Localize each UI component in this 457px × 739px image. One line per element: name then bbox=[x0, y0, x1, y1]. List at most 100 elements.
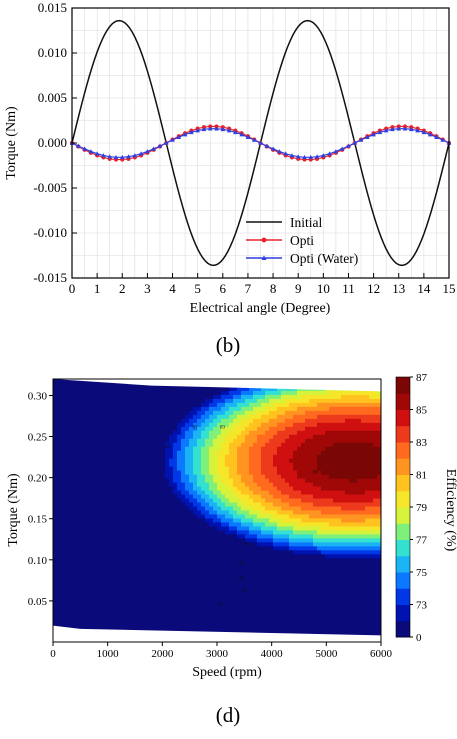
contour-cell bbox=[93, 586, 98, 591]
contour-cell bbox=[289, 574, 294, 579]
contour-cell bbox=[149, 558, 154, 563]
contour-cell bbox=[157, 590, 162, 595]
contour-cell bbox=[101, 610, 106, 615]
contour-cell bbox=[113, 606, 118, 611]
contour-cell bbox=[237, 562, 242, 567]
contour-cell bbox=[213, 474, 218, 480]
data-point bbox=[321, 153, 326, 158]
contour-cell bbox=[325, 554, 330, 559]
contour-cell bbox=[197, 574, 202, 579]
contour-cell bbox=[153, 514, 158, 520]
contour-cell bbox=[109, 626, 114, 631]
contour-cell bbox=[109, 602, 114, 607]
contour-cell bbox=[141, 382, 146, 388]
contour-cell bbox=[53, 598, 58, 603]
contour-cell bbox=[125, 386, 130, 392]
contour-cell bbox=[85, 622, 90, 627]
contour-cell bbox=[65, 482, 70, 488]
contour-cell bbox=[305, 490, 310, 496]
contour-cell bbox=[153, 594, 158, 599]
contour-cell bbox=[225, 470, 230, 476]
contour-cell bbox=[237, 426, 242, 432]
data-point bbox=[251, 137, 257, 142]
contour-cell bbox=[317, 622, 322, 627]
contour-cell bbox=[193, 590, 198, 595]
contour-cell bbox=[233, 590, 238, 595]
contour-cell bbox=[261, 566, 266, 571]
contour-cell bbox=[61, 470, 66, 476]
contour-cell bbox=[309, 554, 314, 559]
contour-cell bbox=[305, 566, 310, 571]
data-point bbox=[402, 126, 408, 131]
contour-cell bbox=[145, 538, 150, 543]
contour-cell bbox=[281, 414, 286, 420]
contour-cell bbox=[245, 614, 250, 619]
contour-cell bbox=[281, 614, 286, 619]
contour-cell bbox=[81, 466, 86, 472]
contour-cell bbox=[165, 386, 170, 392]
contour-cell bbox=[229, 490, 234, 496]
contour-cell bbox=[153, 582, 158, 587]
contour-cell bbox=[241, 502, 246, 508]
contour-cell bbox=[73, 450, 78, 456]
contour-cell bbox=[153, 546, 158, 551]
contour-cell bbox=[201, 466, 206, 472]
contour-cell bbox=[293, 498, 298, 504]
contour-cell bbox=[317, 394, 322, 400]
contour-cell bbox=[241, 514, 246, 520]
contour-cell bbox=[137, 562, 142, 567]
contour-cell bbox=[245, 482, 250, 488]
contour-cell bbox=[141, 546, 146, 551]
contour-cell bbox=[117, 606, 122, 611]
contour-cell bbox=[205, 394, 210, 400]
contour-cell bbox=[125, 590, 130, 595]
contour-cell bbox=[289, 390, 294, 396]
contour-cell bbox=[137, 458, 142, 464]
contour-cell bbox=[245, 394, 250, 400]
x-tick-label: 4 bbox=[169, 281, 176, 296]
contour-cell bbox=[237, 490, 242, 496]
contour-cell bbox=[329, 462, 334, 468]
contour-cell bbox=[293, 474, 298, 480]
contour-cell bbox=[97, 602, 102, 607]
contour-cell bbox=[313, 470, 318, 476]
contour-cell bbox=[121, 426, 126, 432]
data-point bbox=[421, 129, 427, 135]
contour-cell bbox=[185, 490, 190, 496]
contour-cell bbox=[189, 426, 194, 432]
contour-cell bbox=[69, 466, 74, 472]
contour-cell bbox=[273, 578, 278, 583]
contour-cell bbox=[329, 394, 334, 400]
contour-cell bbox=[297, 562, 302, 567]
contour-cell bbox=[133, 474, 138, 480]
contour-cell bbox=[329, 426, 334, 432]
contour-cell bbox=[189, 398, 194, 404]
contour-cell bbox=[85, 490, 90, 496]
contour-cell bbox=[129, 406, 134, 412]
contour-cell bbox=[149, 414, 154, 420]
contour-cell bbox=[277, 530, 282, 535]
contour-cell bbox=[297, 546, 302, 551]
contour-cell bbox=[181, 414, 186, 420]
contour-cell bbox=[177, 406, 182, 412]
contour-cell bbox=[85, 566, 90, 571]
contour-cell bbox=[193, 506, 198, 512]
contour-cell bbox=[313, 430, 318, 436]
contour-cell bbox=[221, 618, 226, 623]
contour-cell bbox=[101, 470, 106, 476]
contour-cell bbox=[149, 518, 154, 524]
contour-cell bbox=[125, 602, 130, 607]
contour-cell bbox=[141, 490, 146, 496]
contour-cell bbox=[125, 570, 130, 575]
contour-cell bbox=[297, 482, 302, 488]
contour-cell bbox=[273, 522, 278, 528]
contour-cell bbox=[81, 486, 86, 492]
contour-cell bbox=[73, 482, 78, 488]
contour-cell bbox=[241, 602, 246, 607]
contour-cell bbox=[233, 446, 238, 452]
contour-cell bbox=[205, 542, 210, 547]
contour-cell bbox=[181, 550, 186, 555]
contour-cell bbox=[141, 422, 146, 428]
contour-cell bbox=[101, 406, 106, 412]
contour-cell bbox=[149, 482, 154, 488]
